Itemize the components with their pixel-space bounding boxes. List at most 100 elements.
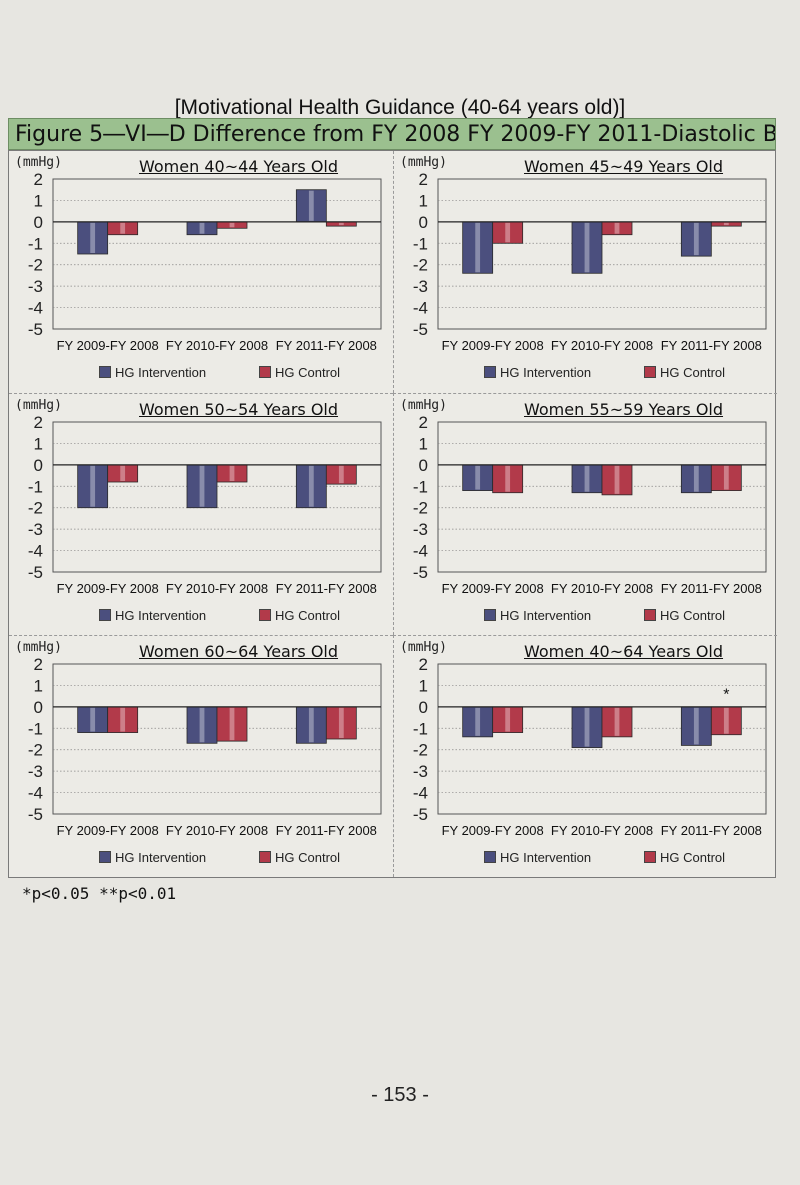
page-heading: [Motivational Health Guidance (40-64 yea… bbox=[174, 96, 626, 119]
bar-highlight bbox=[584, 465, 590, 492]
x-tick-label: FY 2009-FY 2008 bbox=[57, 581, 159, 596]
legend-label: HG Control bbox=[660, 365, 726, 380]
legend-item-intervention: HG Intervention bbox=[484, 608, 591, 623]
legend-swatch bbox=[259, 609, 271, 621]
chart-svg: 2 1 0 -1 -2 -3 -4 -5 FY 2009-FY 2008 FY 2010-FY 2… bbox=[28, 655, 382, 838]
legend-label: HG Control bbox=[660, 850, 726, 865]
chart-title: Women 40~44 Years Old bbox=[139, 157, 339, 176]
legend-swatch bbox=[484, 851, 496, 863]
bar-highlight bbox=[505, 707, 511, 732]
plot-frame bbox=[52, 421, 382, 573]
bar-highlight bbox=[723, 222, 729, 226]
figure-title: Figure 5―VI―D Difference from FY 2008 FY… bbox=[8, 118, 776, 150]
x-tick-label: FY 2009-FY 2008 bbox=[442, 581, 544, 596]
chart-title: Women 45~49 Years Old bbox=[524, 157, 724, 176]
y-tick-label: -1 bbox=[413, 477, 428, 496]
legend-item-control: HG Control bbox=[644, 365, 725, 380]
bar-highlight bbox=[90, 222, 96, 253]
y-tick-label: -4 bbox=[28, 299, 43, 318]
chart-svg: 2 1 0 -1 -2 -3 -4 -5 FY 2009-FY 2008 FY 2010-FY 2… bbox=[413, 655, 767, 838]
bar-highlight bbox=[338, 465, 344, 484]
y-tick-label: 2 bbox=[34, 655, 43, 674]
chart-svg: 2 1 0 -1 -2 -3 -4 -5 FY 2009-FY 2008 FY 2010-FY 2… bbox=[28, 413, 382, 596]
x-tick-label: FY 2011-FY 2008 bbox=[661, 823, 762, 838]
y-tick-label: -2 bbox=[28, 256, 43, 275]
x-tick-label: FY 2011-FY 2008 bbox=[276, 581, 377, 596]
bar bbox=[295, 706, 327, 744]
y-tick-label: -5 bbox=[413, 805, 428, 824]
y-tick-label: -5 bbox=[413, 563, 428, 582]
legend-item-intervention: HG Intervention bbox=[484, 850, 591, 865]
y-tick-label: 2 bbox=[419, 170, 428, 189]
y-tick-label: 0 bbox=[419, 698, 428, 717]
y-tick-label: 0 bbox=[419, 213, 428, 232]
bar-highlight bbox=[723, 707, 729, 734]
legend-label: HG Intervention bbox=[115, 365, 207, 380]
bar-highlight bbox=[90, 707, 96, 732]
bar-highlight bbox=[614, 222, 620, 234]
y-tick-label: -5 bbox=[28, 320, 43, 339]
bar bbox=[107, 706, 139, 733]
y-tick-label: 1 bbox=[419, 676, 428, 695]
y-tick-label: 1 bbox=[419, 434, 428, 453]
legend-item-intervention: HG Intervention bbox=[484, 365, 591, 380]
unit-label: (mmHg) bbox=[400, 640, 447, 655]
chart-panels: (mmHg) Women 40~44 Years Old 2 1 0 -1 -2 -3 -4… bbox=[8, 150, 777, 878]
bar-highlight bbox=[90, 465, 96, 507]
y-tick-label: -3 bbox=[413, 520, 428, 539]
legend-item-control: HG Control bbox=[259, 608, 340, 623]
legend-item-control: HG Control bbox=[259, 365, 340, 380]
y-tick-label: -3 bbox=[28, 762, 43, 781]
legend-swatch bbox=[644, 851, 656, 863]
chart-title: Women 50~54 Years Old bbox=[139, 400, 339, 419]
bar-highlight bbox=[475, 707, 481, 736]
y-tick-label: -4 bbox=[413, 542, 428, 561]
x-tick-label: FY 2011-FY 2008 bbox=[661, 581, 762, 596]
legend-swatch bbox=[99, 366, 111, 378]
chart-panel: (mmHg) Women 40~64 Years Old 2 1 0 -1 -2 -3 -4… bbox=[393, 635, 777, 877]
legend-swatch bbox=[484, 609, 496, 621]
y-tick-label: 1 bbox=[34, 676, 43, 695]
bar bbox=[710, 464, 742, 491]
y-tick-label: -5 bbox=[413, 320, 428, 339]
x-tick-label: FY 2010-FY 2008 bbox=[166, 823, 268, 838]
chart-panel: (mmHg) Women 45~49 Years Old 2 1 0 -1 -2 -3 -4… bbox=[393, 151, 777, 393]
x-tick-label: FY 2010-FY 2008 bbox=[166, 338, 268, 353]
bar bbox=[77, 464, 109, 509]
bar-highlight bbox=[693, 465, 699, 492]
chart-title: Women 55~59 Years Old bbox=[524, 400, 724, 419]
y-tick-label: -5 bbox=[28, 805, 43, 824]
bar-highlight bbox=[614, 707, 620, 736]
bar bbox=[295, 464, 327, 509]
bar-highlight bbox=[338, 707, 344, 738]
chart-svg: 2 1 0 -1 -2 -3 -4 -5 FY 2009-FY 2008 FY 2010-FY 2… bbox=[413, 413, 767, 596]
y-tick-label: -3 bbox=[28, 520, 43, 539]
bar-highlight bbox=[338, 222, 344, 226]
bar-highlight bbox=[199, 707, 205, 743]
bar-highlight bbox=[693, 222, 699, 256]
chart-svg: 2 1 0 -1 -2 -3 -4 -5 FY 2009-FY 2008 FY 2010-FY 2… bbox=[413, 170, 767, 353]
bar bbox=[295, 189, 327, 223]
y-tick-label: -1 bbox=[413, 234, 428, 253]
y-tick-label: 2 bbox=[419, 655, 428, 674]
bar bbox=[492, 706, 524, 733]
plot-frame bbox=[52, 178, 382, 330]
y-tick-label: -4 bbox=[28, 784, 43, 803]
legend-label: HG Intervention bbox=[500, 365, 592, 380]
legend-item-intervention: HG Intervention bbox=[99, 850, 206, 865]
y-tick-label: -4 bbox=[413, 299, 428, 318]
bar-highlight bbox=[120, 222, 126, 234]
bar bbox=[492, 464, 524, 494]
y-tick-label: 1 bbox=[34, 191, 43, 210]
unit-label: (mmHg) bbox=[15, 398, 62, 413]
y-tick-label: -1 bbox=[28, 477, 43, 496]
bar-highlight bbox=[584, 707, 590, 747]
bar-highlight bbox=[229, 707, 235, 741]
bar-highlight bbox=[308, 707, 314, 743]
legend-swatch bbox=[99, 609, 111, 621]
x-tick-label: FY 2011-FY 2008 bbox=[276, 823, 377, 838]
legend-swatch bbox=[99, 851, 111, 863]
unit-label: (mmHg) bbox=[15, 155, 62, 170]
x-tick-label: FY 2009-FY 2008 bbox=[442, 823, 544, 838]
legend-label: HG Intervention bbox=[500, 608, 592, 623]
